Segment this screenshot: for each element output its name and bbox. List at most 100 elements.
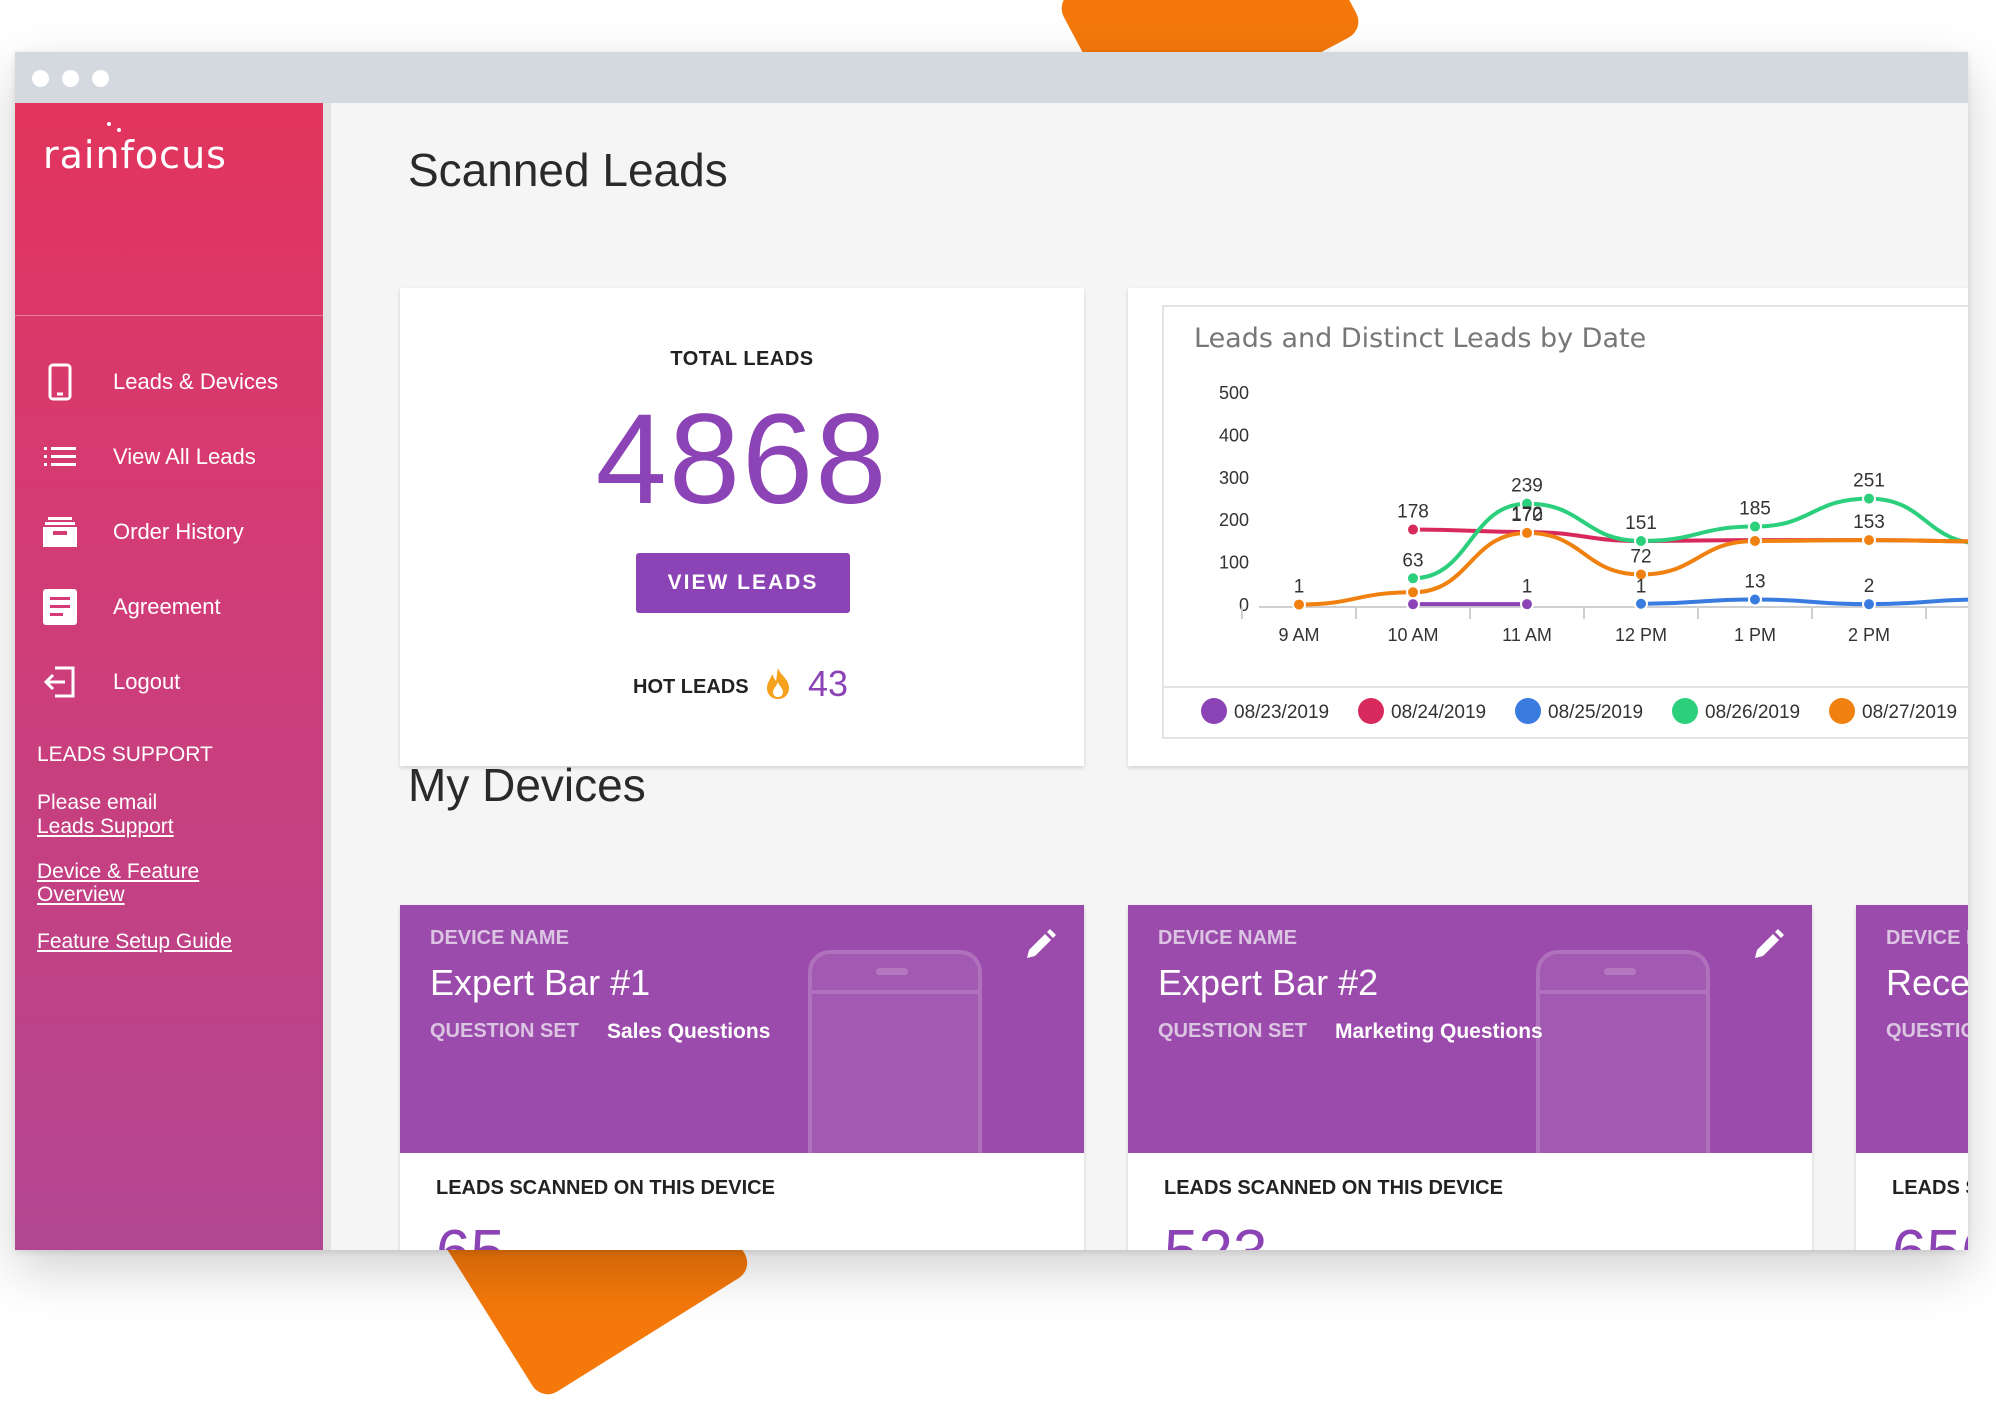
data-label: 151 [1625,513,1657,534]
legend-label: 08/25/2019 [1548,702,1643,723]
question-set-value: Marketing Questions [1335,1020,1543,1043]
question-set-label: QUESTION SET [430,1020,579,1042]
hot-leads-label: HOT LEADS [633,676,749,698]
sidebar: rainfocus Leads & Devices View All Leads… [15,103,331,1250]
edit-pencil-icon[interactable] [1748,925,1788,965]
rainfocus-logo[interactable]: rainfocus [43,122,227,177]
link-line: Device & Feature [37,860,200,883]
total-leads-value: 4868 [595,388,889,531]
question-set-label: QUESTIOI [1886,1020,1968,1042]
sidebar-item-label: Order History [113,519,244,544]
total-leads-label: TOTAL LEADS [670,348,814,370]
data-point [1748,519,1762,534]
hot-leads-value: 43 [808,663,849,704]
window-control-dot[interactable] [32,70,49,87]
y-tick-label: 400 [1219,425,1249,445]
data-label: 170 [1511,505,1543,526]
document-icon [40,587,80,627]
support-email-text: Please email [37,791,158,814]
sidebar-item-label: Logout [113,669,181,694]
device-card[interactable]: DEVICE NAME Expert Bar #2 QUESTION SET M… [1128,905,1812,1250]
leads-support-heading: LEADS SUPPORT [37,743,213,766]
leads-scanned-label: LEADS SCANNED ON THIS DEVICE [1164,1177,1503,1199]
device-card[interactable]: DEVICE NAME Expert Bar #1 QUESTION SET S… [400,905,1084,1250]
y-tick-label: 200 [1219,510,1249,530]
x-tick-label: 12 PM [1615,625,1667,645]
data-point [1634,567,1648,582]
data-point [1634,533,1648,548]
data-point [1520,496,1534,511]
sidebar-item-logout[interactable]: Logout [15,652,315,712]
legend-swatch [1672,698,1698,724]
data-label: 13 [1744,571,1765,592]
device-name-label: DEVICE N [1886,927,1968,949]
series-line [1640,597,1968,607]
data-point [1748,533,1762,548]
legend-swatch [1201,698,1227,724]
page-title: Scanned Leads [408,144,728,196]
data-point [1406,571,1420,586]
data-label: 153 [1853,512,1885,533]
sidebar-item-order-history[interactable]: Order History [15,502,315,562]
link-line: Overview [37,883,125,906]
data-label: 185 [1739,499,1771,520]
data-label: 2 [1864,576,1875,597]
legend-swatch [1829,698,1855,724]
phone-icon [40,362,80,402]
window-titlebar [15,52,1968,103]
sidebar-item-leads-devices[interactable]: Leads & Devices [15,352,315,412]
x-tick-label: 2 PM [1848,625,1890,645]
data-label: 63 [1402,550,1423,571]
y-tick-label: 100 [1219,553,1249,573]
phone-illustration-icon [1536,950,1710,1178]
leads-support-link[interactable]: Leads Support [37,815,174,838]
sidebar-item-label: Agreement [113,594,221,619]
data-label: 1 [1294,577,1305,598]
data-label: 239 [1511,476,1543,497]
feature-setup-guide-link[interactable]: Feature Setup Guide [37,930,232,953]
browser-window: rainfocus Leads & Devices View All Leads… [15,52,1968,1250]
leads-scanned-label: LEADS SCANNED ON THIS DEVICE [436,1177,775,1199]
edit-pencil-icon[interactable] [1020,925,1060,965]
legend-swatch [1358,698,1384,724]
question-set-value: Sales Questions [607,1020,771,1043]
device-feature-overview-link[interactable]: Device & Feature Overview [37,860,199,906]
window-control-dot[interactable] [92,70,109,87]
x-tick-label: 10 AM [1387,625,1438,645]
device-name-label: DEVICE NAME [430,927,569,949]
view-leads-button[interactable]: VIEW LEADS [636,553,850,613]
y-tick-label: 0 [1239,595,1249,615]
leads-scanned-count: 65 [436,1217,505,1250]
data-point [1292,597,1306,612]
logout-icon [40,662,80,702]
device-name: Recep [1886,962,1968,1003]
device-name-label: DEVICE NAME [1158,927,1297,949]
data-point [1634,596,1648,611]
x-tick-label: 1 PM [1734,625,1776,645]
window-control-dot[interactable] [62,70,79,87]
phone-illustration-icon [808,950,982,1178]
legend-label: 08/26/2019 [1705,702,1800,723]
x-tick-label: 11 AM [1502,625,1552,645]
data-label: 1 [1522,577,1533,598]
data-label: 72 [1630,546,1651,567]
legend-label: 08/24/2019 [1391,702,1486,723]
data-point [1406,522,1420,537]
sidebar-item-agreement[interactable]: Agreement [15,577,315,637]
data-point [1862,533,1876,548]
leads-scanned-count: 523 [1164,1217,1267,1250]
data-point [1862,491,1876,506]
total-leads-card: TOTAL LEADS 4868 VIEW LEADS HOT LEADS 43 [400,288,1084,766]
legend-swatch [1515,698,1541,724]
sidebar-item-label: View All Leads [113,444,256,469]
data-point [1748,592,1762,607]
device-name: Expert Bar #2 [1158,962,1379,1003]
device-name: Expert Bar #1 [430,962,651,1003]
device-card-header: DEVICE NAME Expert Bar #1 QUESTION SET S… [400,905,1084,1178]
data-point [1406,597,1420,612]
chart-frame: Leads and Distinct Leads by Date 0 100 200… [1162,305,1968,739]
sidebar-item-view-all-leads[interactable]: View All Leads [15,427,315,487]
device-card[interactable]: DEVICE N Recep QUESTIOI LEADS SC 656 [1856,905,1968,1250]
leads-scanned-count: 656 [1892,1217,1968,1250]
